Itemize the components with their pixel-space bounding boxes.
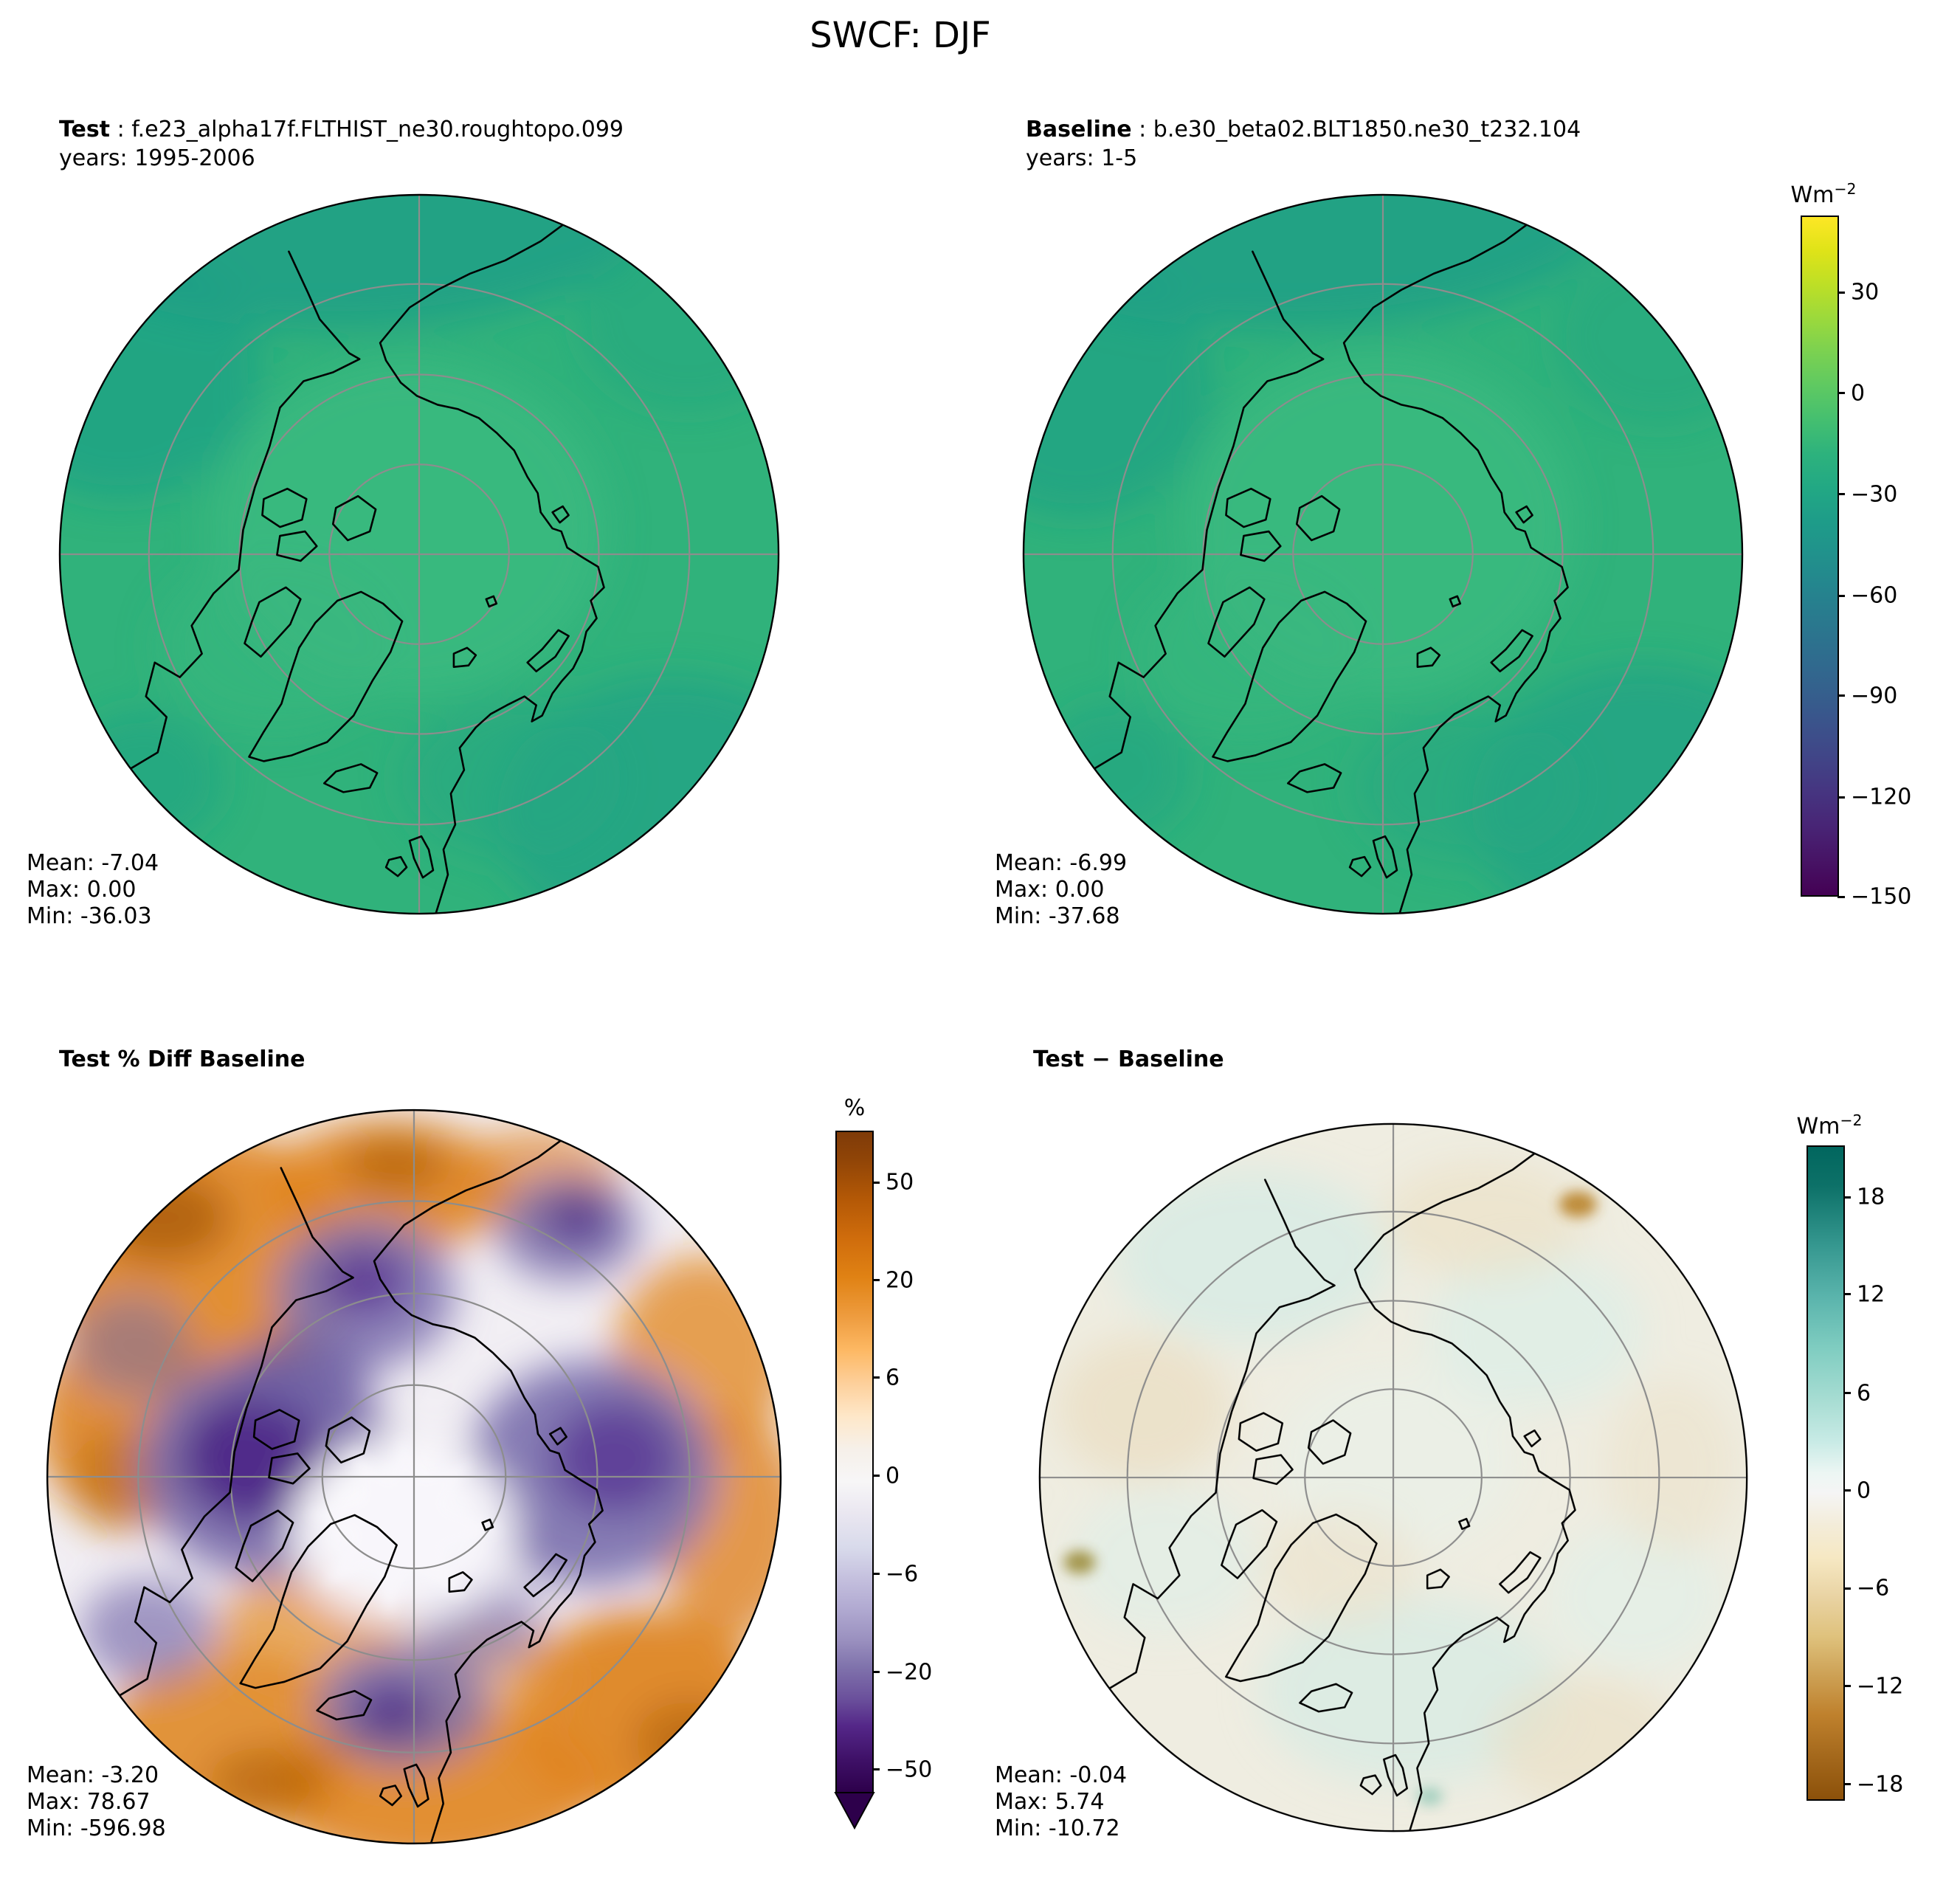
stat-label-min: Min: [995,903,1042,929]
page-title: SWCF: DJF [810,15,991,56]
colorbar-diff: 18 12 6 0 −6 −12 −18 [1807,1145,1954,1801]
stat-value-mean: -7.04 [101,850,159,876]
colorbar-tick-label: 0 [1857,1477,1871,1504]
colorbar-main: 30 0 −30 −60 −90 −120 −150 [1801,215,1948,910]
colorbar-tick-label: 6 [886,1365,900,1391]
panel-title-test: Test : f.e23_alpha17f.FLTHIST_ne30.rough… [59,115,624,173]
stat-label-mean: Mean: [995,1762,1063,1788]
colorbar-pct: 50 20 6 0 −6 −20 −50 [834,1131,983,1830]
colorbar-main-unit: Wm−2 [1790,180,1857,208]
stat-label-max: Max: [995,1789,1049,1815]
stat-label-max: Max: [995,877,1049,903]
colorbar-main-gradient [1801,215,1839,897]
stat-value-max: 78.67 [86,1789,151,1815]
colorbar-tick-label: 6 [1857,1380,1871,1407]
colorbar-tick-label: −18 [1857,1771,1904,1798]
panel-years-test: years: 1995-2006 [59,145,255,171]
panel-years-baseline: years: 1-5 [1026,145,1138,171]
stat-label-mean: Mean: [27,1762,94,1788]
colorbar-tick-label: 0 [886,1463,900,1489]
colorbar-tick-label: −20 [886,1659,933,1686]
stat-value-max: 0.00 [86,877,137,903]
stat-value-mean: -6.99 [1069,850,1128,876]
stat-value-mean: -3.20 [101,1762,159,1788]
colorbar-pct-unit: % [843,1095,866,1121]
colorbar-tick-label: −60 [1851,582,1898,609]
stat-value-mean: -0.04 [1069,1762,1128,1788]
map-diff [1038,1123,1748,1832]
colorbar-tick-label: 12 [1857,1281,1885,1308]
colorbar-tick-label: 0 [1851,380,1866,407]
colorbar-diff-unit: Wm−2 [1796,1111,1863,1139]
panel-title-pct-diff: Test % Diff Baseline [59,1047,306,1072]
colorbar-tick-label: 18 [1857,1184,1885,1210]
colorbar-tick-label: 20 [886,1267,914,1294]
colorbar-tick-label: −120 [1851,784,1912,810]
stats-test: Mean: -7.04 Max: 0.00 Min: -36.03 [27,850,159,930]
panel-label-baseline: Baseline [1026,117,1132,142]
stat-label-max: Max: [27,1789,80,1815]
stat-value-max: 0.00 [1055,877,1105,903]
colorbar-diff-gradient [1807,1145,1845,1801]
map-pct-diff [46,1108,782,1845]
stat-label-mean: Mean: [995,850,1063,876]
panel-case-baseline: : b.e30_beta02.BLT1850.ne30_t232.104 [1131,117,1581,142]
stat-value-max: 5.74 [1055,1789,1105,1815]
stats-diff: Mean: -0.04 Max: 5.74 Min: -10.72 [995,1762,1127,1842]
stat-label-min: Min: [27,903,74,929]
colorbar-tick-label: −150 [1851,883,1912,910]
stat-label-min: Min: [995,1816,1042,1841]
colorbar-tick-label: 50 [886,1169,914,1196]
panel-title-diff: Test − Baseline [1033,1047,1224,1072]
colorbar-tick-label: −90 [1851,683,1898,709]
map-baseline [1022,193,1744,915]
panel-label-test: Test [59,117,111,142]
stat-value-min: -596.98 [80,1816,166,1841]
stat-label-mean: Mean: [27,850,94,876]
map-test [58,193,780,915]
stat-label-max: Max: [27,877,80,903]
panel-title-baseline: Baseline : b.e30_beta02.BLT1850.ne30_t23… [1026,115,1581,173]
stat-value-min: -36.03 [80,903,152,929]
colorbar-tick-label: 30 [1851,279,1880,306]
stats-pct-diff: Mean: -3.20 Max: 78.67 Min: -596.98 [27,1762,166,1842]
colorbar-tick-label: −30 [1851,481,1898,507]
panel-case-test: : f.e23_alpha17f.FLTHIST_ne30.roughtopo.… [110,117,624,142]
stat-value-min: -37.68 [1048,903,1120,929]
colorbar-pct-gradient [835,1131,874,1793]
stats-baseline: Mean: -6.99 Max: 0.00 Min: -37.68 [995,850,1127,930]
stat-label-min: Min: [27,1816,74,1841]
colorbar-tick-label: −12 [1857,1673,1904,1700]
colorbar-tick-label: −6 [1857,1575,1890,1601]
stat-value-min: -10.72 [1048,1816,1120,1841]
colorbar-tick-label: −50 [886,1756,933,1783]
colorbar-extend-arrow [834,1792,875,1830]
colorbar-tick-label: −6 [886,1561,919,1587]
